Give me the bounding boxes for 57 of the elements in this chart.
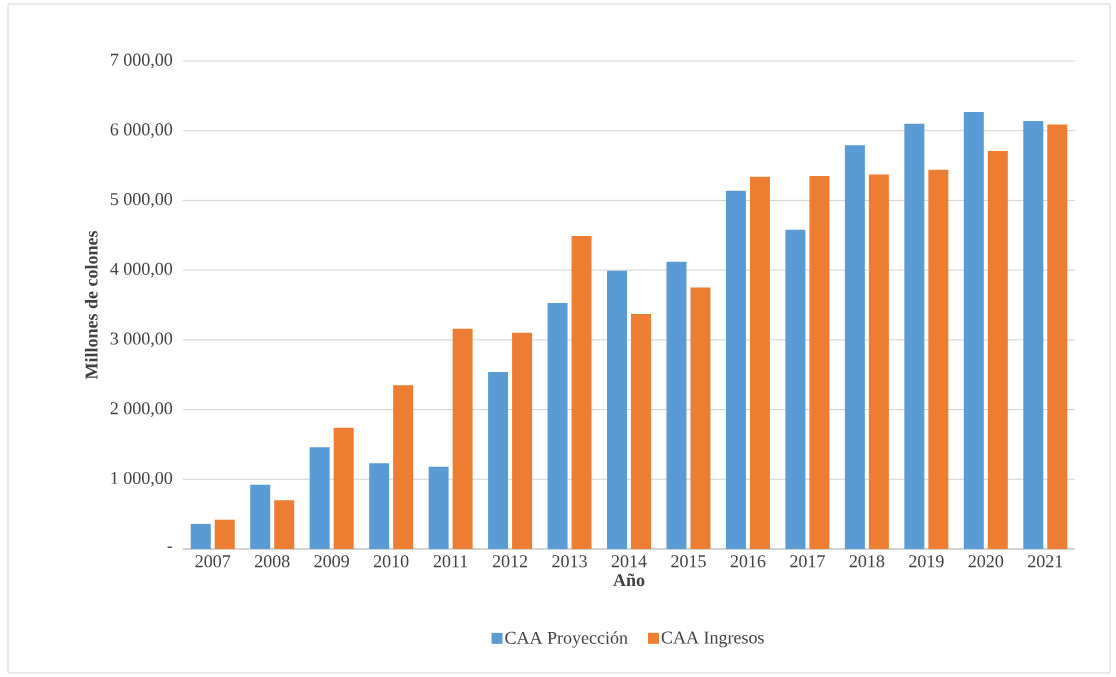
bar (725, 190, 746, 549)
y-axis-title: Millones de colones (84, 230, 98, 380)
bar (512, 332, 533, 549)
bar (190, 523, 211, 549)
bar (631, 314, 652, 549)
x-tick-label: 2012 (492, 555, 528, 568)
bar (963, 111, 984, 549)
bar (333, 427, 354, 549)
bar (428, 466, 449, 549)
bar (928, 169, 949, 549)
y-tick-label: 1 000,00 (111, 471, 173, 487)
x-tick-label: 2014 (611, 555, 647, 568)
y-tick-label: 7 000,00 (111, 53, 173, 69)
bar (1023, 120, 1044, 549)
bar (749, 176, 770, 549)
bar (987, 150, 1008, 549)
x-tick-label: 2013 (552, 555, 587, 568)
x-tick-label: 2016 (730, 555, 766, 568)
x-tick-label: 2021 (1028, 555, 1063, 568)
y-tick-label: 6 000,00 (110, 123, 173, 139)
y-tick-label: 3 000,00 (110, 332, 173, 348)
bar (369, 463, 390, 549)
x-tick-label: 2009 (314, 555, 349, 568)
legend-label: CAA Proyección (505, 631, 628, 648)
bar (690, 287, 711, 549)
bar (393, 385, 414, 549)
x-tick-label: 2017 (790, 555, 825, 568)
x-tick-label: 2019 (909, 555, 944, 568)
bar (1047, 124, 1068, 549)
bar (488, 371, 509, 549)
legend-label: CAA Ingresos (661, 631, 764, 648)
bar (452, 328, 473, 549)
y-tick-label: 2 000,00 (110, 402, 173, 417)
y-tick-label: 4 000,00 (110, 262, 173, 278)
y-tick-label: 5 000,00 (110, 193, 173, 208)
x-tick-label: 2011 (433, 555, 468, 568)
x-tick-label: 2018 (849, 555, 885, 568)
bar (571, 235, 592, 549)
bar (868, 174, 889, 549)
bar (607, 270, 628, 549)
bar (666, 261, 687, 549)
bar (547, 302, 568, 549)
y-tick-label: - (167, 546, 173, 548)
bar (250, 484, 271, 549)
x-tick-label: 2008 (255, 555, 290, 568)
x-tick-label: 2010 (373, 555, 409, 568)
bar (214, 519, 235, 549)
bar (785, 229, 806, 549)
bar (844, 145, 865, 549)
bar (309, 447, 330, 549)
bar (904, 123, 925, 549)
bar (274, 500, 295, 549)
x-tick-label: 2007 (195, 555, 231, 568)
x-tick-label: 2020 (968, 555, 1004, 568)
x-tick-label: 2015 (671, 555, 706, 568)
bar (809, 176, 830, 549)
x-axis-title: Año (613, 573, 645, 587)
